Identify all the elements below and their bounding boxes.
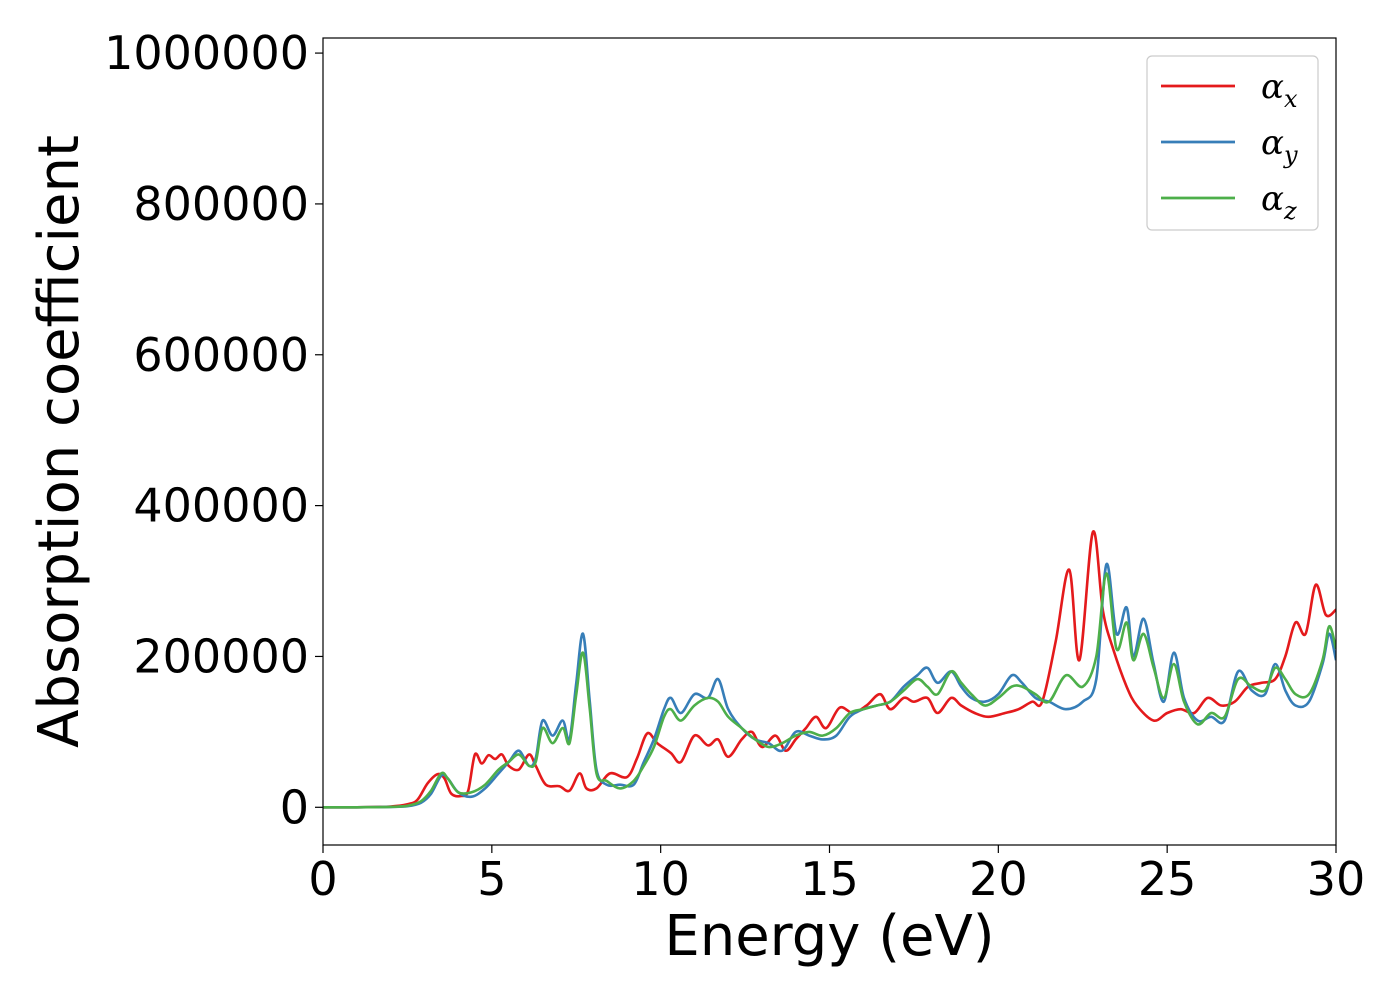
series-line-x [323, 530, 1336, 809]
series-lines [323, 530, 1336, 809]
y-tick-label: 0 [280, 780, 309, 834]
y-tick-label: 600000 [133, 328, 309, 382]
y-tick-label: 200000 [133, 629, 309, 683]
x-tick-label: 25 [1138, 852, 1197, 906]
y-tick-label: 400000 [133, 479, 309, 533]
x-axis-title: Energy (eV) [664, 904, 994, 969]
x-tick-label: 0 [308, 852, 337, 906]
x-tick-label: 15 [800, 852, 859, 906]
y-axis-title: Absorption coefficient [27, 135, 92, 748]
axis-ticks: 0 5 10 15 20 25 30 0 200000 400000 600000 800000 100… [104, 26, 1365, 906]
x-tick-label: 5 [477, 852, 506, 906]
x-tick-label: 10 [631, 852, 690, 906]
x-tick-label: 30 [1307, 852, 1366, 906]
series-line-y [323, 563, 1336, 809]
series-line-z [323, 572, 1336, 809]
y-tick-label: 800000 [133, 177, 309, 231]
legend-label-z: αz [1261, 179, 1297, 225]
x-tick-label: 20 [969, 852, 1028, 906]
y-tick-label: 1000000 [104, 26, 309, 80]
